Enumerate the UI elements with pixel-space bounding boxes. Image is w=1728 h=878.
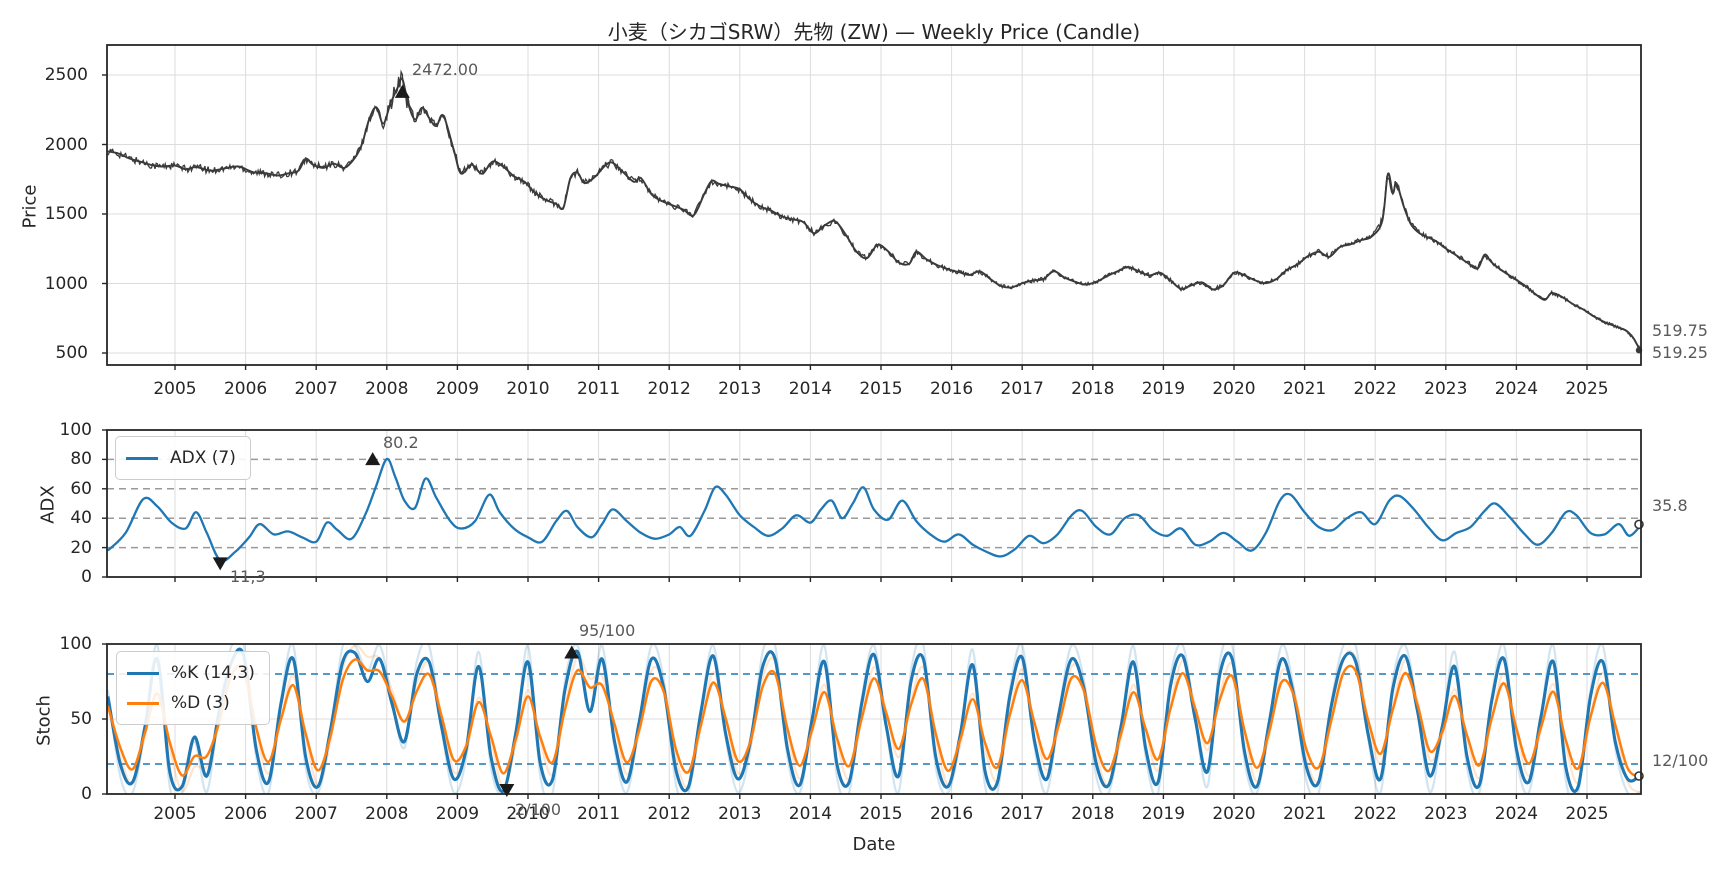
percent-d-line-swatch [127, 701, 159, 705]
y-tick-label-stoch: 50 [70, 709, 92, 729]
stoch-max-marker [564, 645, 580, 659]
x-tick-label-price: 2005 [153, 379, 197, 399]
x-tick-label-price: 2019 [1141, 379, 1186, 399]
price-max-marker [394, 84, 410, 98]
x-tick-label-stoch: 2023 [1424, 804, 1468, 824]
x-tick-label-price: 2024 [1494, 379, 1539, 399]
legend-item-percent-d: %D (3) [127, 688, 255, 718]
chart-title: 小麦（シカゴSRW）先物 (ZW) — Weekly Price (Candle… [607, 20, 1141, 44]
y-tick-label-adx: 80 [70, 449, 92, 470]
stoch-series [107, 644, 1641, 794]
x-tick-label-stoch: 2008 [365, 804, 409, 824]
legend-item-percent-k: %K (14,3) [127, 658, 255, 688]
x-tick-label-stoch: 2024 [1494, 804, 1539, 824]
y-tick-label-adx: 0 [81, 567, 92, 587]
stoch-max-annotation: 95/100 [579, 621, 636, 640]
x-tick-label-price: 2008 [365, 379, 409, 399]
x-tick-label-stoch: 2015 [859, 804, 903, 824]
adx-spines [106, 429, 1642, 578]
x-tick-label-stoch: 2014 [788, 804, 833, 824]
x-tick-label-stoch: 2018 [1071, 804, 1115, 824]
stoch-min-marker [499, 784, 515, 797]
x-tick-label-price: 2006 [223, 379, 268, 399]
adx-last-value: 35.8 [1652, 496, 1688, 515]
x-tick-label-stoch: 2025 [1565, 804, 1609, 824]
legend-item-adx: ADX (7) [126, 443, 236, 473]
y-tick-label-adx: 40 [70, 508, 92, 529]
x-tick-label-stoch: 2007 [294, 804, 338, 824]
y-tick-label-stoch: 0 [81, 784, 92, 804]
x-tick-label-price: 2022 [1353, 379, 1397, 399]
stoch-last-value: 12/100 [1652, 751, 1709, 770]
adx-max-annotation: 80.2 [383, 433, 419, 452]
adx-legend-label: ADX (7) [170, 448, 236, 468]
x-tick-label-price: 2013 [718, 379, 762, 399]
x-tick-label-price: 2015 [859, 379, 903, 399]
x-tick-label-stoch: 2022 [1353, 804, 1397, 824]
x-tick-label-price: 2018 [1071, 379, 1115, 399]
x-tick-label-price: 2017 [1000, 379, 1044, 399]
price-max-annotation: 2472.00 [412, 60, 479, 79]
y-tick-label-adx: 20 [70, 537, 92, 558]
percent-k-legend-label: %K (14,3) [171, 663, 255, 683]
x-tick-label-price: 2011 [576, 379, 621, 399]
percent-d-legend-label: %D (3) [171, 693, 230, 713]
adx-min-marker [212, 557, 228, 571]
x-tick-label-price: 2012 [647, 379, 691, 399]
x-tick-label-price: 2014 [788, 379, 833, 399]
price-series [107, 69, 1641, 351]
x-tick-label-price: 2016 [929, 379, 974, 399]
adx-legend: ADX (7) [115, 436, 251, 480]
adx-line-swatch [126, 456, 158, 460]
price-last-value-high: 519.75 [1652, 321, 1708, 340]
adx-max-marker [365, 452, 381, 466]
x-tick-label-stoch: 2009 [435, 804, 480, 824]
y-tick-label-price: 2500 [44, 65, 88, 85]
x-tick-label-stoch: 2020 [1212, 804, 1256, 824]
y-tick-label-price: 500 [55, 343, 88, 363]
x-tick-label-stoch: 2010 [506, 804, 550, 824]
x-tick-label-price: 2009 [435, 379, 480, 399]
percent-k-line-swatch [127, 671, 159, 675]
y-tick-label-price: 1000 [44, 273, 88, 294]
stoch-min-annotation: 2/100 [515, 800, 562, 819]
x-tick-label-price: 2025 [1565, 379, 1609, 399]
x-tick-label-price: 2021 [1282, 379, 1327, 399]
price-spines [106, 44, 1642, 366]
x-tick-label-price: 2007 [294, 379, 338, 399]
adx-min-annotation: 11,3 [230, 567, 266, 586]
adx-panel [107, 430, 1641, 577]
y-tick-label-price: 2000 [44, 134, 88, 155]
x-tick-label-stoch: 2017 [1000, 804, 1044, 824]
x-tick-label-price: 2023 [1424, 379, 1468, 399]
y-tick-label-adx: 100 [59, 420, 92, 440]
x-tick-label-stoch: 2011 [576, 804, 621, 824]
y-tick-label-stoch: 100 [59, 634, 92, 654]
y-tick-label-price: 1500 [44, 204, 88, 224]
x-tick-label-price: 2020 [1212, 379, 1256, 399]
x-tick-label-stoch: 2016 [929, 804, 974, 824]
y-tick-label-adx: 60 [70, 478, 92, 499]
x-tick-label-stoch: 2013 [718, 804, 762, 824]
stoch-legend: %K (14,3) %D (3) [116, 651, 270, 725]
x-tick-label-stoch: 2012 [647, 804, 691, 824]
x-tick-label-stoch: 2021 [1282, 804, 1327, 824]
x-tick-label-stoch: 2006 [223, 804, 268, 824]
price-last-value-low: 519.25 [1652, 343, 1708, 362]
x-tick-label-stoch: 2019 [1141, 804, 1186, 824]
x-tick-label-stoch: 2005 [153, 804, 197, 824]
adx-series [107, 457, 1641, 563]
x-axis-label: Date [852, 834, 896, 855]
price-panel [107, 45, 1641, 365]
x-tick-label-price: 2010 [506, 379, 550, 399]
